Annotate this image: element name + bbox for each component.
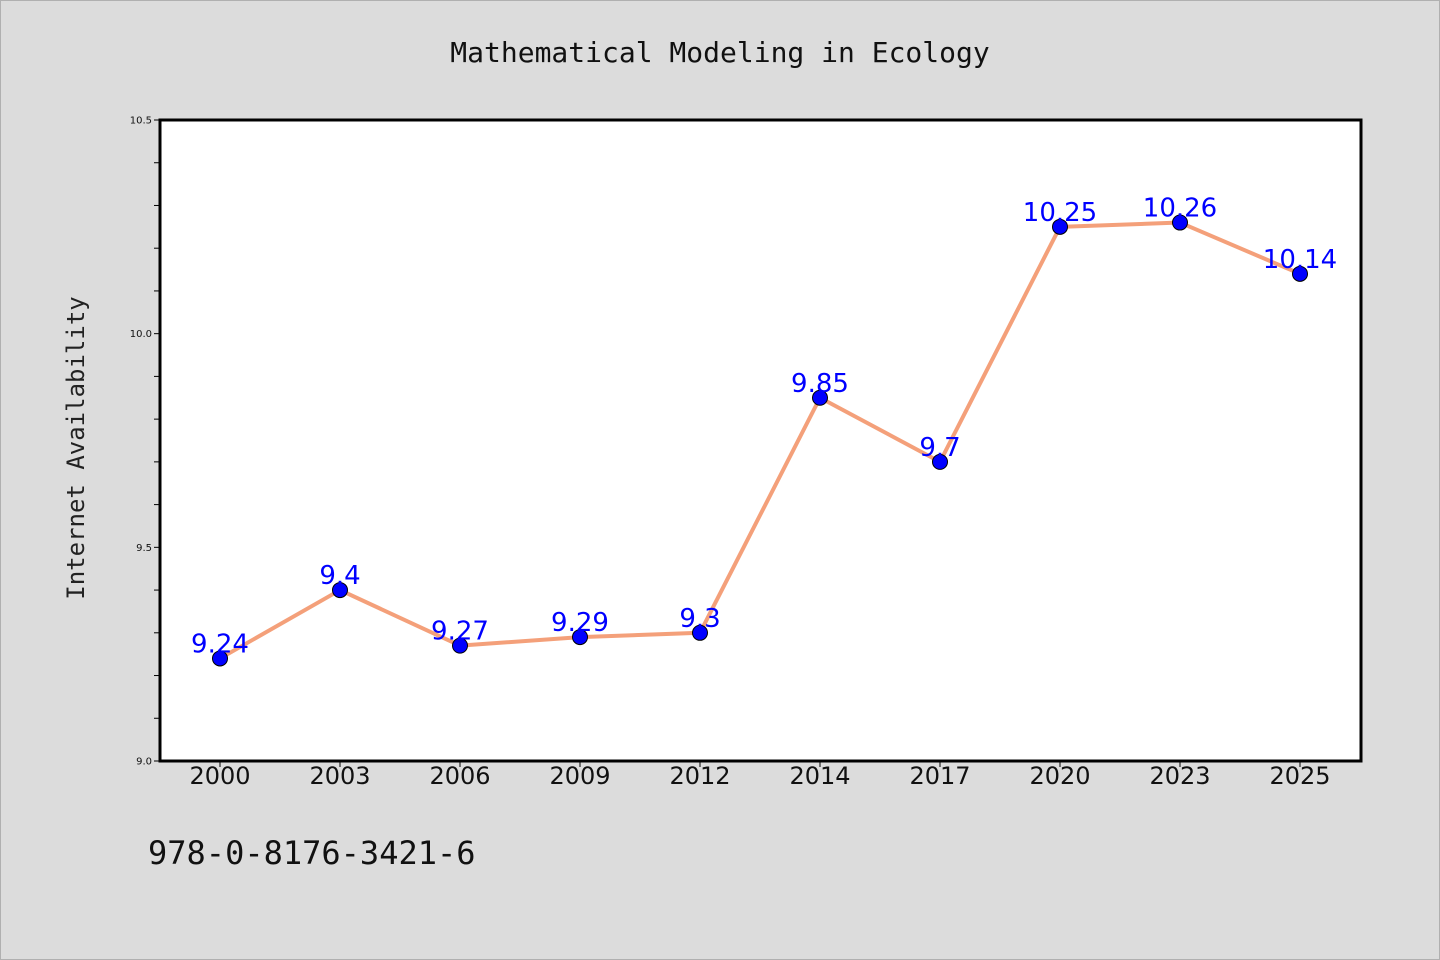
data-label: 9.4 <box>319 561 360 591</box>
data-label: 9.3 <box>679 604 720 634</box>
data-label: 9.24 <box>191 629 249 659</box>
data-point <box>212 650 228 667</box>
y-tick-label: 10.5 <box>130 116 152 127</box>
data-label: 9.27 <box>431 617 489 647</box>
x-tick-label: 2025 <box>1269 762 1330 790</box>
plot-area <box>160 120 1361 761</box>
chart-title: Mathematical Modeling in Ecology <box>450 36 989 69</box>
data-label: 10.14 <box>1263 245 1337 275</box>
data-point <box>332 582 348 599</box>
x-tick-label: 2009 <box>549 762 610 790</box>
x-tick-label: 2000 <box>189 762 250 790</box>
x-tick-label: 2023 <box>1149 762 1210 790</box>
x-tick-label: 2017 <box>909 762 970 790</box>
x-tick-label: 2014 <box>789 762 850 790</box>
data-point <box>572 629 588 646</box>
data-label: 10.26 <box>1143 194 1217 224</box>
data-point <box>1052 218 1068 235</box>
x-tick-label: 2003 <box>309 762 370 790</box>
data-point <box>812 389 828 406</box>
data-point <box>1292 265 1308 282</box>
y-axis: 9.0 9.5 10.0 10.5 <box>130 116 160 768</box>
data-point <box>692 624 708 641</box>
x-axis: 2000 2003 2006 2009 2012 2014 2017 2020 2023 2025 <box>189 761 1331 790</box>
data-point <box>932 453 948 470</box>
y-tick-label: 9.5 <box>136 543 152 554</box>
data-labels: 9.24 9.4 9.27 9.29 9.3 9.85 9.7 10.25 10.26 10.14 <box>191 194 1337 660</box>
x-tick-label: 2006 <box>429 762 490 790</box>
y-axis-label: Internet Availability <box>62 296 90 599</box>
plot-frame <box>158 118 1363 763</box>
data-label: 9.7 <box>919 433 960 463</box>
isbn-annotation: 978-0-8176-3421-6 <box>148 834 476 872</box>
series-line <box>219 220 1301 661</box>
data-label: 9.85 <box>791 369 849 399</box>
y-tick-label: 9.0 <box>136 757 152 768</box>
data-label: 10.25 <box>1023 198 1097 228</box>
data-label: 9.29 <box>551 608 609 638</box>
data-point <box>452 637 468 654</box>
x-tick-label: 2012 <box>669 762 730 790</box>
x-tick-label: 2020 <box>1029 762 1090 790</box>
y-tick-label: 10.0 <box>130 329 152 340</box>
data-point <box>1172 214 1188 231</box>
data-points <box>212 214 1308 667</box>
